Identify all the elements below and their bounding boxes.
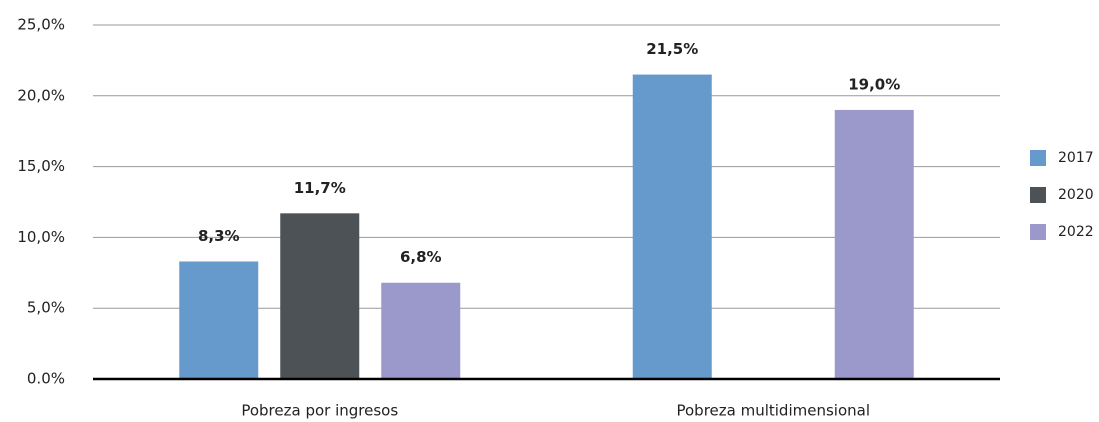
y-tick-label: 20,0% [17,86,65,104]
legend-swatch [1030,150,1046,166]
value-label: 21,5% [646,40,698,58]
bar [280,213,360,379]
y-tick-label: 10,0% [17,228,65,246]
value-label: 6,8% [400,248,442,266]
y-tick-label: 0.0% [27,370,65,388]
y-tick-label: 5,0% [27,299,65,317]
value-label: 19,0% [848,75,900,93]
legend-swatch [1030,224,1046,240]
bar [381,282,461,379]
y-tick-label: 25,0% [17,16,65,34]
x-tick-label: Pobreza multidimensional [676,402,870,420]
legend-label: 2022 [1058,224,1094,240]
value-label: 11,7% [294,179,346,197]
x-tick-label: Pobreza por ingresos [241,402,398,420]
legend-label: 2017 [1058,150,1094,166]
bar [834,109,914,380]
legend-swatch [1030,187,1046,203]
value-label: 8,3% [198,227,240,245]
bar [632,74,712,379]
bar [179,261,259,379]
y-tick-label: 15,0% [17,157,65,175]
legend-label: 2020 [1058,187,1094,203]
